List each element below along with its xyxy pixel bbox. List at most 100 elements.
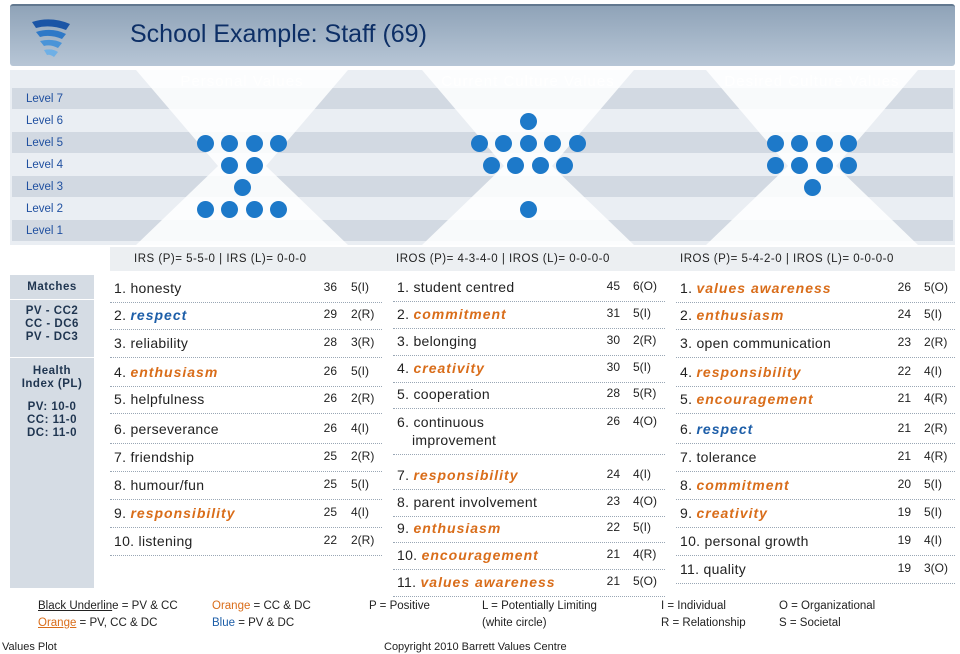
- row-divider: [393, 516, 665, 517]
- divider: [10, 357, 94, 358]
- value-dot: [791, 135, 809, 152]
- value-rank: 2.: [680, 307, 697, 323]
- value-score: 28: [606, 386, 620, 400]
- legend-text: Black Underlin: [38, 600, 113, 612]
- page-title: School Example: Staff (69): [130, 20, 427, 48]
- value-code: 5(I): [351, 280, 369, 294]
- level-label: Level 1: [26, 225, 64, 237]
- value-code: 5(I): [633, 306, 651, 320]
- value-item: 11. quality: [680, 561, 746, 577]
- health-item: CC: 11-0: [26, 414, 78, 426]
- value-code: 5(I): [924, 505, 942, 519]
- value-score: 45: [606, 279, 620, 293]
- level-label: Level 7: [26, 93, 64, 105]
- legend-positive: P = Positive: [369, 600, 430, 612]
- row-divider: [676, 499, 955, 500]
- value-item: 6. perseverance: [114, 421, 219, 437]
- value-name: 5. cooperation: [397, 386, 490, 402]
- legend-black-underline: Black Underline = PV & CC: [38, 600, 178, 612]
- value-code: 4(I): [633, 467, 651, 481]
- value-score: 36: [323, 280, 337, 294]
- value-item: 4. creativity: [397, 360, 485, 376]
- value-score: 25: [323, 449, 337, 463]
- value-score: 21: [606, 574, 620, 588]
- value-score: 21: [897, 421, 911, 435]
- value-code: 6(O): [633, 279, 657, 293]
- value-score: 22: [897, 364, 911, 378]
- value-item: 6. respect: [680, 421, 753, 437]
- row-divider: [676, 302, 955, 303]
- value-rank: 9.: [114, 505, 131, 521]
- hourglass-shape: [422, 70, 634, 245]
- value-dot: [791, 157, 809, 174]
- value-dot: [196, 135, 214, 152]
- value-item: 4. responsibility: [680, 364, 802, 380]
- row-divider: [676, 357, 955, 358]
- value-name: 10. encouragement: [397, 547, 539, 563]
- legend-text: Orange: [38, 617, 77, 629]
- legend-societal: S = Societal: [779, 617, 841, 629]
- value-name: 4. responsibility: [680, 364, 802, 380]
- value-score: 30: [606, 333, 620, 347]
- value-score: 26: [323, 391, 337, 405]
- value-score: 28: [323, 335, 337, 349]
- value-score: 19: [897, 561, 911, 575]
- value-item: 9. responsibility: [114, 505, 236, 521]
- value-item: 2. commitment: [397, 306, 507, 322]
- value-score: 26: [323, 421, 337, 435]
- value-name: 4. enthusiasm: [114, 364, 218, 380]
- value-name: 7. responsibility: [397, 467, 519, 483]
- value-code: 5(O): [924, 280, 948, 294]
- value-code: 4(O): [633, 414, 657, 428]
- hourglass-shape: [706, 70, 918, 245]
- value-code: 2(R): [351, 307, 375, 321]
- value-item: 10. personal growth: [680, 533, 809, 549]
- value-code: 2(R): [351, 449, 375, 463]
- value-code: 5(I): [633, 520, 651, 534]
- header-banner: School Example: Staff (69): [10, 4, 955, 66]
- value-code: 5(R): [633, 386, 657, 400]
- row-divider: [393, 489, 665, 490]
- value-name: 10. listening: [114, 533, 193, 549]
- value-dot: [840, 135, 858, 152]
- value-name: 8. commitment: [680, 477, 790, 493]
- value-dot: [270, 201, 288, 218]
- value-score: 21: [897, 391, 911, 405]
- value-score: 24: [897, 307, 911, 321]
- legend-text: e = PV & CC: [112, 600, 178, 612]
- divider: [10, 299, 94, 300]
- iros-band: [110, 247, 955, 271]
- row-divider: [393, 454, 665, 455]
- match-item: PV - CC2: [25, 305, 79, 317]
- value-name: 3. reliability: [114, 335, 189, 351]
- value-item: 8. parent involvement: [397, 494, 537, 510]
- legend-relationship: R = Relationship: [661, 617, 746, 629]
- value-dot: [495, 135, 512, 152]
- health-item: DC: 11-0: [26, 427, 78, 439]
- value-rank: 4.: [397, 360, 414, 376]
- value-item: 7. tolerance: [680, 449, 757, 465]
- value-code: 5(I): [924, 307, 942, 321]
- value-name: 6. perseverance: [114, 421, 219, 437]
- value-label: creativity: [696, 505, 768, 521]
- value-rank: 7.: [397, 467, 414, 483]
- value-item: 9. enthusiasm: [397, 520, 501, 536]
- value-item: 1. student centred: [397, 279, 514, 295]
- level-label: Level 4: [26, 159, 64, 171]
- value-dot: [245, 157, 263, 174]
- value-label: responsibility: [696, 364, 802, 380]
- legend-limiting: L = Potentially Limiting: [482, 600, 597, 612]
- row-divider: [676, 527, 955, 528]
- value-dot: [221, 157, 239, 174]
- value-name: 8. humour/fun: [114, 477, 205, 493]
- value-label: responsibility: [413, 467, 519, 483]
- value-item: 9. creativity: [680, 505, 768, 521]
- column-heading-personal: Personal Values: [180, 73, 304, 90]
- value-dot: [568, 135, 586, 152]
- value-score: 24: [606, 467, 620, 481]
- value-rank: 9.: [397, 520, 414, 536]
- row-divider: [676, 555, 955, 556]
- value-score: 23: [606, 494, 620, 508]
- value-dot: [519, 113, 537, 130]
- value-label: enthusiasm: [696, 307, 785, 323]
